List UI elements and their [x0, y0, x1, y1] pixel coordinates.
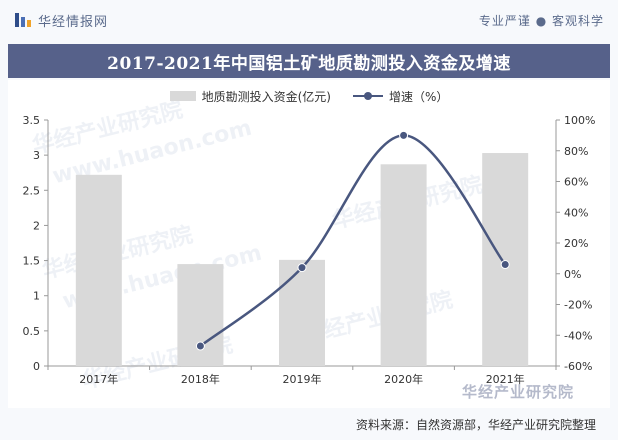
- y-left-tick-label: 1.5: [23, 255, 41, 268]
- growth-rate-point-1: [297, 263, 307, 273]
- y-right-tick-label: 60%: [564, 176, 588, 189]
- x-tick-label: 2018年: [181, 372, 220, 386]
- y-right-tick-label: -20%: [564, 299, 592, 312]
- y-right-tick-label: 20%: [564, 237, 588, 250]
- bar-0: [75, 174, 122, 366]
- legend-label: 增速（%）: [388, 89, 449, 104]
- y-right-tick-label: 0%: [564, 268, 581, 281]
- chart-title: 2017-2021年中国铝土矿地质勘测投入资金及增速: [107, 53, 511, 74]
- y-left-tick-label: 0.5: [23, 325, 41, 338]
- y-left-tick-label: 3: [33, 149, 40, 162]
- x-tick-label: 2021年: [486, 372, 525, 386]
- y-right-tick-label: 100%: [564, 114, 595, 127]
- y-left-tick-label: 2.5: [23, 184, 41, 197]
- y-left-tick-label: 1: [33, 290, 40, 303]
- y-left-tick-label: 2: [33, 219, 40, 232]
- growth-rate-line: [199, 134, 507, 348]
- top-bar: 华经情报网 专业严谨 ● 客观科学: [0, 0, 618, 40]
- growth-rate-point-0: [195, 341, 205, 351]
- legend-line-swatch: [352, 91, 383, 101]
- brand-name: 华经情报网: [38, 14, 109, 30]
- y-right-tick-label: -60%: [564, 360, 592, 373]
- legend: 地质勘测投入资金(亿元) 增速（%）: [0, 86, 618, 106]
- footer: 资料来源：自然资源部，华经产业研究院整理: [0, 408, 618, 440]
- slogan: 专业严谨 ● 客观科学: [478, 13, 604, 28]
- brand[interactable]: 华经情报网: [14, 11, 108, 30]
- x-tick-label: 2017年: [79, 372, 118, 386]
- x-tick-label: 2019年: [283, 372, 322, 386]
- y-right-tick-label: -40%: [564, 329, 592, 342]
- growth-rate-point-2: [399, 130, 409, 140]
- legend-item-bar[interactable]: 地质勘测投入资金(亿元): [169, 88, 331, 105]
- y-right-tick-label: 80%: [564, 145, 588, 158]
- bar-3: [380, 164, 427, 366]
- legend-label: 地质勘测投入资金(亿元): [201, 89, 331, 104]
- source-note: 资料来源：自然资源部，华经产业研究院整理: [355, 417, 596, 432]
- legend-bar-swatch: [169, 91, 196, 101]
- bar-1: [177, 264, 224, 366]
- y-left-tick-label: 3.5: [23, 114, 41, 127]
- bar-2: [279, 259, 325, 366]
- footer-logo: 华经产业研究院: [462, 383, 575, 401]
- y-left-tick-label: 0: [33, 360, 40, 373]
- legend-item-line[interactable]: 增速（%）: [352, 88, 449, 105]
- x-tick-label: 2020年: [384, 372, 423, 386]
- brand-logo-icon: [15, 13, 31, 27]
- y-right-tick-label: 40%: [564, 206, 588, 219]
- bar-4: [482, 153, 529, 366]
- growth-rate-point-3: [500, 260, 510, 270]
- title-bar: 2017-2021年中国铝土矿地质勘测投入资金及增速: [8, 44, 610, 78]
